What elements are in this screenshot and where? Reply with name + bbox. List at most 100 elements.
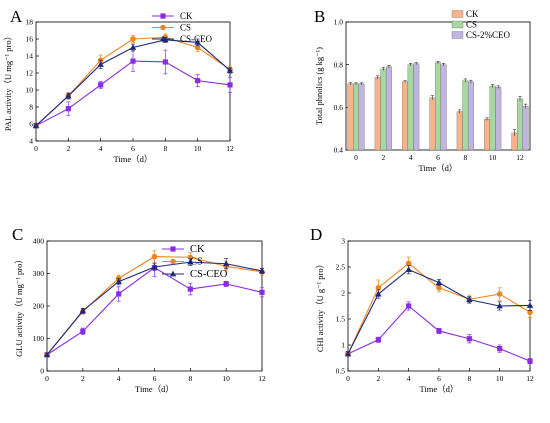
data-point bbox=[195, 78, 201, 84]
y-axis-title: GLU activity（U mg⁻¹ pro） bbox=[14, 255, 24, 357]
data-point bbox=[375, 285, 382, 291]
x-tick-label: 6 bbox=[437, 374, 441, 383]
y-tick-label: 2 bbox=[341, 289, 345, 298]
y-tick-label: 16 bbox=[26, 35, 34, 44]
data-point bbox=[65, 92, 72, 99]
data-point bbox=[80, 328, 86, 334]
y-tick-label: 0.6 bbox=[334, 103, 344, 112]
data-point bbox=[436, 285, 442, 291]
data-point bbox=[43, 351, 51, 358]
data-point bbox=[227, 82, 233, 88]
x-tick-label: 6 bbox=[436, 153, 440, 162]
panel-c: C 0 100 200 300 400 0 2 4 6 8 10 12 Time（d） GLU activi… bbox=[12, 225, 266, 394]
line-series bbox=[344, 265, 534, 357]
data-point bbox=[151, 253, 158, 260]
x-tick-label: 0 bbox=[34, 144, 38, 153]
x-axis-title: Time（d） bbox=[420, 384, 459, 394]
line-series bbox=[43, 258, 266, 358]
x-tick-label: 10 bbox=[194, 144, 202, 153]
data-point bbox=[466, 336, 472, 342]
legend-swatch bbox=[451, 20, 464, 29]
line-series bbox=[32, 36, 234, 129]
legend-label: CS-CEO bbox=[180, 34, 213, 44]
series-line bbox=[347, 262, 531, 355]
y-tick-label: 200 bbox=[33, 302, 45, 311]
bar bbox=[402, 81, 409, 151]
y-tick-label: 300 bbox=[33, 269, 45, 278]
x-axis-title: Time（d） bbox=[135, 384, 174, 394]
bar bbox=[413, 63, 420, 151]
y-tick-label: 3 bbox=[341, 237, 345, 246]
x-tick-label: 2 bbox=[81, 374, 85, 383]
x-tick-label: 0 bbox=[354, 153, 358, 162]
data-point bbox=[115, 278, 122, 285]
legend-marker bbox=[160, 24, 166, 31]
data-point bbox=[223, 281, 229, 287]
bar bbox=[407, 64, 414, 151]
x-tick-label: 10 bbox=[222, 374, 230, 383]
line-series bbox=[345, 301, 533, 365]
bar-series bbox=[347, 75, 518, 151]
y-tick-label: 0.8 bbox=[334, 60, 344, 69]
data-point bbox=[130, 36, 136, 42]
y-tick-label: 14 bbox=[26, 52, 34, 61]
y-axis-title: Total phnolics (g kg⁻¹) bbox=[314, 47, 324, 125]
panel-b: B 0.4 0.6 0.8 1.0 0 2 4 6 8 10 12 Time（d） Total phnol… bbox=[314, 7, 531, 173]
bar bbox=[484, 118, 491, 151]
x-tick-label: 12 bbox=[258, 374, 266, 383]
legend-label: CS bbox=[180, 23, 191, 33]
legend-label: CK bbox=[180, 11, 193, 21]
bar bbox=[374, 77, 381, 151]
data-point bbox=[405, 266, 412, 272]
x-tick-label: 6 bbox=[153, 374, 157, 383]
y-tick-label: 12 bbox=[26, 69, 34, 78]
x-tick-label: 0 bbox=[346, 374, 350, 383]
data-point bbox=[187, 258, 194, 265]
x-tick-label: 4 bbox=[409, 153, 413, 162]
x-tick-label: 12 bbox=[526, 374, 534, 383]
data-point bbox=[222, 260, 230, 267]
x-tick-label: 2 bbox=[376, 374, 380, 383]
data-point bbox=[375, 337, 381, 343]
bar-series bbox=[358, 62, 529, 151]
bar bbox=[385, 66, 392, 151]
y-axis-title: CHI activity（U g⁻¹ pro） bbox=[315, 260, 325, 352]
legend-swatch bbox=[451, 10, 464, 18]
y-axis-title: PAL activity（U mg⁻¹ pro） bbox=[3, 32, 13, 131]
data-point bbox=[375, 290, 382, 297]
legend-label: CK bbox=[190, 244, 205, 255]
data-point bbox=[65, 106, 71, 112]
y-tick-label: 1.5 bbox=[336, 315, 346, 324]
data-point bbox=[130, 58, 136, 64]
y-tick-label: 400 bbox=[33, 237, 45, 246]
x-tick-label: 8 bbox=[163, 144, 167, 153]
series-line bbox=[46, 266, 263, 356]
x-tick-label: 2 bbox=[381, 153, 385, 162]
legend-marker bbox=[160, 13, 166, 19]
legend-label: CK bbox=[466, 9, 479, 19]
bar bbox=[435, 62, 441, 151]
x-tick-label: 10 bbox=[489, 153, 497, 162]
data-point bbox=[187, 286, 193, 292]
y-tick-label: 10 bbox=[26, 86, 34, 95]
legend-swatch bbox=[451, 31, 464, 39]
bar bbox=[429, 97, 436, 151]
data-point bbox=[527, 358, 533, 364]
bar bbox=[489, 85, 496, 151]
panel-letter: A bbox=[10, 7, 23, 26]
data-point bbox=[496, 291, 503, 297]
legend-marker bbox=[170, 258, 176, 265]
y-tick-label: 1.0 bbox=[334, 18, 344, 27]
data-point bbox=[526, 302, 534, 308]
line-series bbox=[44, 258, 265, 358]
x-tick-label: 2 bbox=[66, 144, 70, 153]
data-point bbox=[97, 61, 104, 67]
data-point bbox=[32, 122, 40, 129]
x-tick-label: 4 bbox=[99, 144, 103, 153]
bar bbox=[347, 83, 354, 151]
